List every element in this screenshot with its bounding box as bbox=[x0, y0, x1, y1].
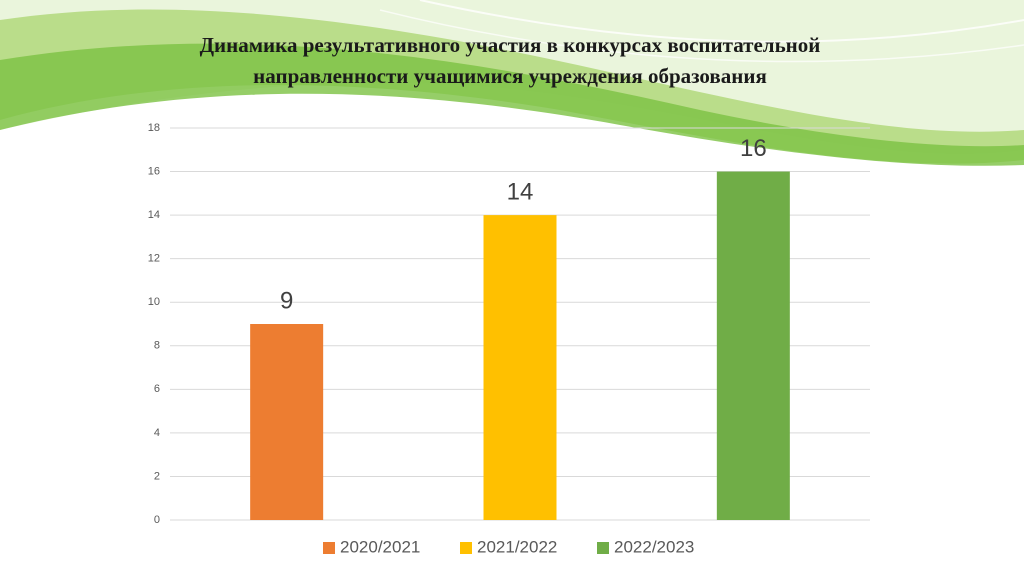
y-tick-label: 6 bbox=[154, 383, 160, 395]
legend-swatch bbox=[597, 542, 609, 554]
y-tick-label: 12 bbox=[148, 253, 160, 265]
y-tick-label: 16 bbox=[148, 165, 160, 177]
data-label: 14 bbox=[507, 178, 534, 205]
legend-label: 2022/2023 bbox=[614, 537, 694, 556]
y-tick-label: 8 bbox=[154, 340, 160, 352]
data-label: 9 bbox=[280, 287, 293, 314]
y-tick-label: 18 bbox=[148, 122, 160, 134]
data-label: 16 bbox=[740, 135, 767, 162]
legend-swatch bbox=[323, 542, 335, 554]
y-tick-label: 14 bbox=[148, 209, 160, 221]
bar bbox=[250, 324, 324, 520]
legend-swatch bbox=[460, 542, 472, 554]
y-tick-label: 0 bbox=[154, 514, 160, 526]
y-tick-label: 2 bbox=[154, 470, 160, 482]
chart-title: Динамика результативного участия в конку… bbox=[199, 33, 821, 88]
y-tick-label: 4 bbox=[154, 427, 160, 439]
y-tick-label: 10 bbox=[148, 296, 160, 308]
bar bbox=[483, 215, 557, 520]
background-swoosh bbox=[0, 0, 1024, 166]
bar bbox=[716, 171, 790, 521]
legend-label: 2021/2022 bbox=[477, 537, 557, 556]
legend-label: 2020/2021 bbox=[340, 537, 420, 556]
